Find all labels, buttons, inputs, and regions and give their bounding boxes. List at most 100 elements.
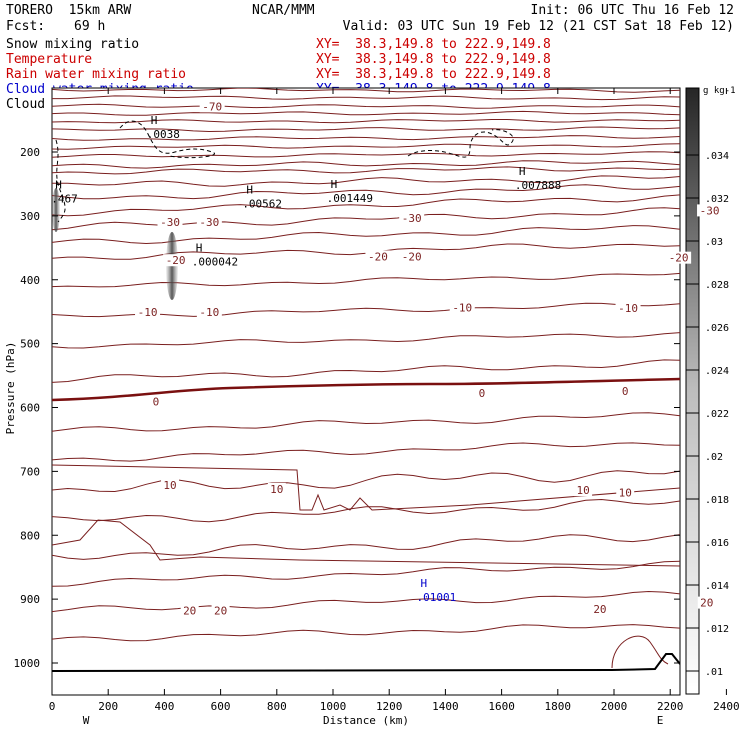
snow-shading <box>52 188 60 232</box>
isotherm-line <box>52 519 680 567</box>
y-tick-label: 700 <box>20 465 40 478</box>
isotherm-line <box>52 498 680 523</box>
x-tick-label: 800 <box>267 700 287 713</box>
colorbar-tick-label: .02 <box>705 452 723 463</box>
isotherm-label-bg <box>135 305 161 318</box>
extremum-value: .01001 <box>417 591 457 604</box>
y-tick-label: 900 <box>20 593 40 606</box>
y-tick-label: 400 <box>20 274 40 287</box>
colorbar-tick-label: .028 <box>705 280 729 291</box>
isotherm-line <box>52 126 680 133</box>
colorbar-tick-label: .03 <box>705 237 723 248</box>
isotherm-label-bg <box>365 250 391 263</box>
extremum-marker: H <box>519 165 526 178</box>
isotherm-line <box>52 412 680 432</box>
isotherm-label: -30 <box>700 204 720 217</box>
extremum-marker: H <box>151 114 158 127</box>
cloud-ice-contour <box>119 120 215 159</box>
isotherm-label-bg <box>697 204 723 217</box>
isotherm-line <box>52 160 680 169</box>
isotherm-label: 0 <box>479 387 486 400</box>
isotherm-label: 10 <box>619 487 632 500</box>
isotherm-line <box>52 184 680 200</box>
forecast-label: Fcst: <box>6 19 46 34</box>
x-tick-label: 400 <box>154 700 174 713</box>
field-rain-name: Rain water mixing ratio <box>6 67 187 82</box>
ground-surface <box>52 653 680 672</box>
isotherm-label: -30 <box>160 216 180 229</box>
model-title: TORERO 15km ARW <box>6 3 132 18</box>
isotherm-line <box>52 272 680 288</box>
isotherm-label: 20 <box>593 603 606 616</box>
isotherm-label: -20 <box>402 250 422 263</box>
y-tick-label: 200 <box>20 146 40 159</box>
isotherm-line <box>52 225 680 245</box>
extremum-value: .0038 <box>147 128 180 141</box>
east-label: E <box>657 714 664 727</box>
isotherm-label-bg <box>574 484 593 497</box>
x-tick-label: 2000 <box>601 700 628 713</box>
snow-shading <box>166 232 178 300</box>
isotherm-label-bg <box>199 100 225 113</box>
isotherm-line <box>52 359 680 383</box>
y-tick-label: 1000 <box>14 657 41 670</box>
isotherm-label: -30 <box>402 212 422 225</box>
isotherm-label-bg <box>161 479 180 492</box>
plot-frame <box>51 87 681 696</box>
field-snow-xy: XY= 38.3,149.8 to 222.9,149.8 <box>316 37 551 52</box>
isotherm-label-bg <box>616 486 635 499</box>
isotherm-line <box>52 464 680 511</box>
west-label: W <box>83 714 90 727</box>
isotherm-label: -10 <box>199 306 219 319</box>
colorbar-tick-label: .014 <box>705 581 729 592</box>
isotherm-line <box>52 175 680 187</box>
isotherm-line <box>52 302 680 318</box>
isotherm-label: -10 <box>452 301 472 314</box>
isotherm-label-bg <box>615 302 641 315</box>
x-tick-label: 1400 <box>432 700 459 713</box>
isotherm-label-bg <box>211 604 230 617</box>
isotherm-label: 10 <box>163 479 176 492</box>
y-axis-label: Pressure (hPa) <box>4 342 17 435</box>
field-cloudwater-xy: XY= 38.3,149.8 to 222.9,149.8 <box>316 82 551 97</box>
isotherm-label: 20 <box>700 597 713 610</box>
field-temperature-xy: XY= 38.3,149.8 to 222.9,149.8 <box>316 52 551 67</box>
isotherm-line <box>52 207 680 231</box>
x-tick-label: 2400 <box>713 700 740 713</box>
isotherm-line <box>52 166 680 175</box>
isotherm-label-bg <box>196 305 222 318</box>
extremum-value: .467 <box>51 192 78 205</box>
colorbar-tick-label: .01 <box>705 667 723 678</box>
isotherm-label: 0 <box>153 395 160 408</box>
y-tick-label: 300 <box>20 210 40 223</box>
x-tick-label: 1200 <box>376 700 403 713</box>
isotherm-label-bg <box>150 395 162 408</box>
isotherm-label: -20 <box>166 254 186 267</box>
isotherm-label-bg <box>476 387 488 400</box>
cloud-ice-contour <box>55 139 66 223</box>
isotherm-label-bg <box>157 215 183 228</box>
isotherm-line <box>52 534 680 560</box>
isotherm-label-bg <box>196 215 222 228</box>
x-tick-label: 1800 <box>545 700 572 713</box>
isotherm-line <box>52 151 680 158</box>
colorbar-tick-label: .016 <box>705 538 729 549</box>
extremum-value: .007888 <box>515 179 561 192</box>
field-cloudice-xy: XY= 38.3,149.8 to 222.9,149.8 <box>316 97 551 112</box>
isotherm-line <box>52 119 680 124</box>
isotherm-label-bg <box>399 212 425 225</box>
extremum-value: .001449 <box>327 192 373 205</box>
colorbar-tick-label: .034 <box>705 151 729 162</box>
isotherm-label-bg <box>449 301 475 314</box>
isotherm-line <box>52 560 680 587</box>
colorbar-tick-label: .026 <box>705 323 729 334</box>
isotherm-label: -10 <box>618 302 638 315</box>
freezing-line <box>52 377 680 402</box>
extremum-marker: H <box>196 242 203 255</box>
isotherm-line <box>52 243 680 260</box>
isotherm-label: 10 <box>576 484 589 497</box>
forecast-hour: 69 h <box>74 19 106 34</box>
isotherm-line <box>52 590 680 613</box>
x-tick-label: 0 <box>49 700 56 713</box>
